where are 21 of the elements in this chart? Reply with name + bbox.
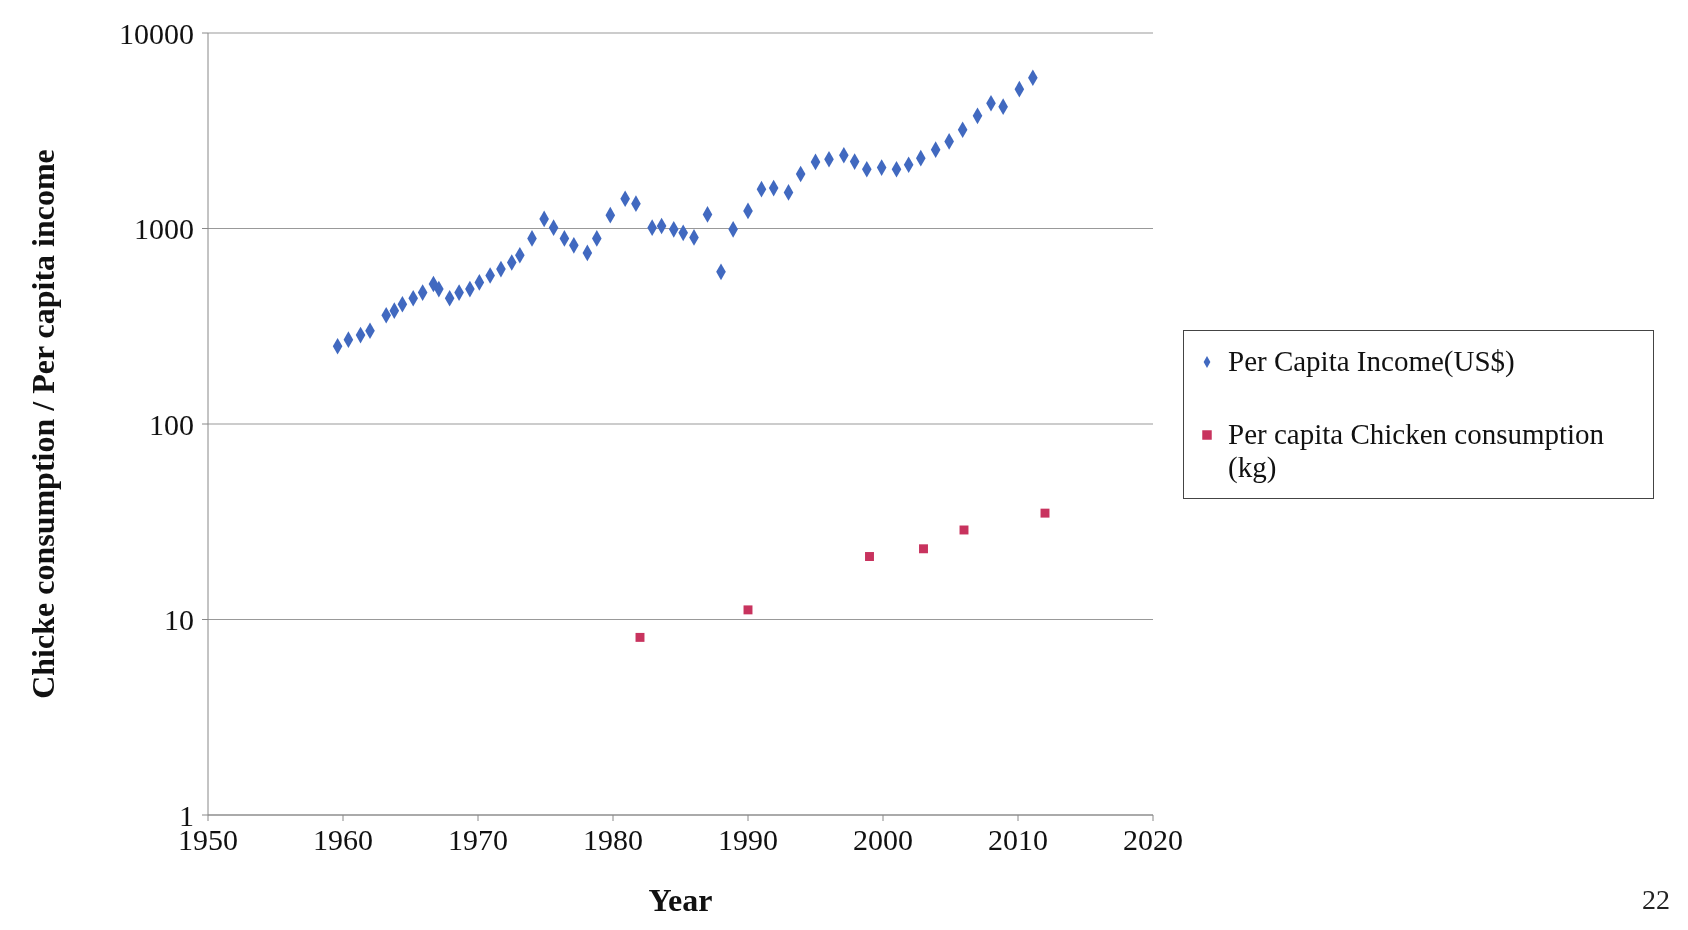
- x-tick-label: 2020: [1123, 823, 1183, 857]
- x-tick-label: 2010: [988, 823, 1048, 857]
- legend-label: Per capita Chicken consumption (kg): [1228, 417, 1606, 484]
- y-tick-label: 10: [164, 603, 194, 637]
- text: 22: [1642, 884, 1670, 916]
- y-axis-title: Chicke consumption / Per capita income: [25, 149, 62, 699]
- y-tick-label: 1000: [134, 212, 194, 246]
- point: [635, 632, 645, 642]
- point: [743, 605, 753, 615]
- y-tick-label: 10000: [119, 16, 194, 50]
- point: [865, 552, 874, 561]
- x-tick-label: 1990: [718, 823, 778, 857]
- y-tick-label: 100: [149, 407, 194, 441]
- x-tick-label: 2000: [853, 823, 913, 857]
- legend-label: Per Capita Income(US$): [1228, 344, 1515, 378]
- point: [919, 544, 928, 554]
- x-axis-title: Year: [648, 882, 713, 918]
- x-tick-label: 1960: [313, 823, 373, 857]
- x-tick-label: 1970: [448, 823, 508, 857]
- x-tick-label: 1980: [583, 823, 643, 857]
- point: [1040, 508, 1050, 518]
